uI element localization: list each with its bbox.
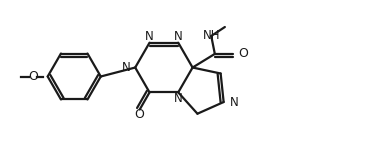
Text: NH: NH bbox=[203, 30, 220, 43]
Text: N: N bbox=[121, 61, 130, 74]
Text: O: O bbox=[28, 70, 38, 83]
Text: N: N bbox=[174, 30, 183, 43]
Text: N: N bbox=[229, 95, 238, 108]
Text: O: O bbox=[134, 108, 144, 121]
Text: O: O bbox=[238, 47, 248, 60]
Text: N: N bbox=[145, 30, 153, 43]
Text: N: N bbox=[174, 92, 183, 105]
